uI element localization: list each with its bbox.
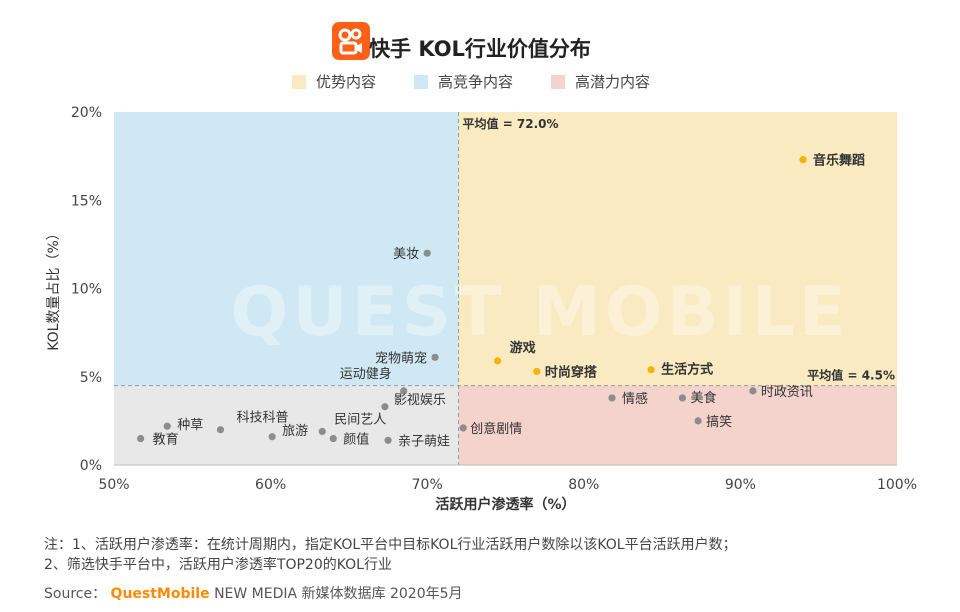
- data-point-label: 游戏: [510, 340, 536, 356]
- data-point: [318, 427, 326, 436]
- y-axis-title: KOL数量占比（%）: [46, 226, 62, 351]
- data-point: [749, 387, 757, 395]
- source-rest: NEW MEDIA 新媒体数据库 2020年5月: [214, 586, 463, 602]
- source-line: Source： QuestMobile NEW MEDIA 新媒体数据库 202…: [44, 583, 463, 603]
- data-point-label: 运动健身: [340, 366, 392, 382]
- footnote-line-2: 2、筛选快手平台中，活跃用户渗透率TOP20的KOL行业: [44, 557, 392, 573]
- y-tick-label: 5%: [80, 370, 102, 386]
- footnote-line-1: 注：1、活跃用户渗透率：在统计周期内，指定KOL平台中目标KOL行业活跃用户数除…: [44, 537, 737, 553]
- x-tick-label: 90%: [725, 477, 756, 493]
- legend-item-potential: 高潜力内容: [551, 71, 650, 92]
- x-average-label: 平均值 = 72.0%: [463, 116, 559, 131]
- quadrant-potential: [458, 385, 897, 465]
- y-average-label: 平均值 = 4.5%: [807, 368, 895, 383]
- legend-swatch-potential: [551, 74, 566, 89]
- data-point: [678, 394, 687, 402]
- y-tick-label: 0%: [80, 458, 102, 474]
- data-point-label: 创意剧情: [470, 421, 522, 437]
- legend-item-competition: 高竞争内容: [414, 71, 513, 92]
- watermark: QUEST MOBILE: [231, 273, 850, 352]
- legend-label-advantage: 优势内容: [316, 73, 377, 91]
- data-point: [163, 422, 171, 430]
- data-point: [423, 249, 431, 257]
- data-point-label: 教育: [153, 432, 179, 448]
- data-point: [647, 366, 655, 374]
- data-point-label: 情感: [622, 391, 648, 407]
- kuaishou-logo-icon: [338, 28, 362, 55]
- data-point: [494, 357, 502, 365]
- kuaishou-logo: [332, 22, 370, 60]
- data-point: [799, 156, 807, 164]
- data-point: [608, 394, 616, 402]
- data-point-label: 旅游: [282, 424, 308, 439]
- x-tick-label: 80%: [568, 477, 599, 493]
- legend-item-advantage: 优势内容: [292, 71, 376, 92]
- data-point: [137, 434, 145, 443]
- chart-title: 快手 KOL行业价值分布: [369, 37, 591, 61]
- data-point: [381, 403, 389, 411]
- data-point-label: 时政资讯: [761, 385, 813, 400]
- data-point: [400, 387, 408, 395]
- x-tick-label: 100%: [877, 477, 917, 493]
- quadrant-advantage: [458, 112, 897, 386]
- legend-swatch-advantage: [292, 74, 306, 89]
- data-point-label: 宠物萌宠: [375, 350, 427, 366]
- data-point-label: 民间艺人: [334, 412, 386, 427]
- data-point: [329, 434, 337, 443]
- data-point-label: 生活方式: [661, 362, 713, 378]
- quadrant-competition: [114, 112, 459, 386]
- source-brand: QuestMobile: [110, 586, 210, 602]
- data-point: [216, 426, 225, 434]
- data-point-label: 音乐舞蹈: [813, 153, 865, 169]
- data-point: [694, 417, 702, 425]
- data-point-label: 时尚穿搭: [545, 364, 598, 380]
- data-point-label: 美妆: [393, 247, 419, 262]
- data-point: [431, 353, 439, 361]
- y-tick-label: 20%: [71, 105, 102, 121]
- data-point: [533, 367, 541, 376]
- quadrant-other: [114, 385, 459, 465]
- data-point-label: 影视娱乐: [394, 393, 446, 408]
- source-label: Source：: [44, 586, 107, 602]
- data-point: [459, 424, 467, 432]
- x-axis-title: 活跃用户渗透率（%）: [435, 496, 575, 513]
- data-point-label: 美食: [690, 390, 716, 406]
- legend: 优势内容 高竞争内容 高潜力内容: [292, 71, 650, 92]
- data-point: [384, 436, 392, 444]
- x-tick-label: 50%: [98, 477, 129, 493]
- data-point-label: 亲子萌娃: [398, 434, 450, 449]
- legend-swatch-competition: [414, 74, 429, 89]
- y-tick-label: 10%: [71, 282, 102, 298]
- footnotes: 注：1、活跃用户渗透率：在统计周期内，指定KOL平台中目标KOL行业活跃用户数除…: [44, 535, 737, 575]
- data-point-label: 颜值: [343, 432, 369, 448]
- x-tick-label: 70%: [412, 477, 443, 493]
- data-point-label: 搞笑: [706, 414, 732, 430]
- legend-label-potential: 高潜力内容: [575, 73, 651, 91]
- data-point-label: 科技科普: [236, 411, 288, 426]
- data-point: [268, 433, 276, 441]
- y-tick-label: 15%: [71, 193, 102, 209]
- x-tick-label: 60%: [255, 477, 286, 493]
- legend-label-competition: 高竞争内容: [438, 73, 514, 91]
- data-point-label: 种草: [177, 418, 203, 433]
